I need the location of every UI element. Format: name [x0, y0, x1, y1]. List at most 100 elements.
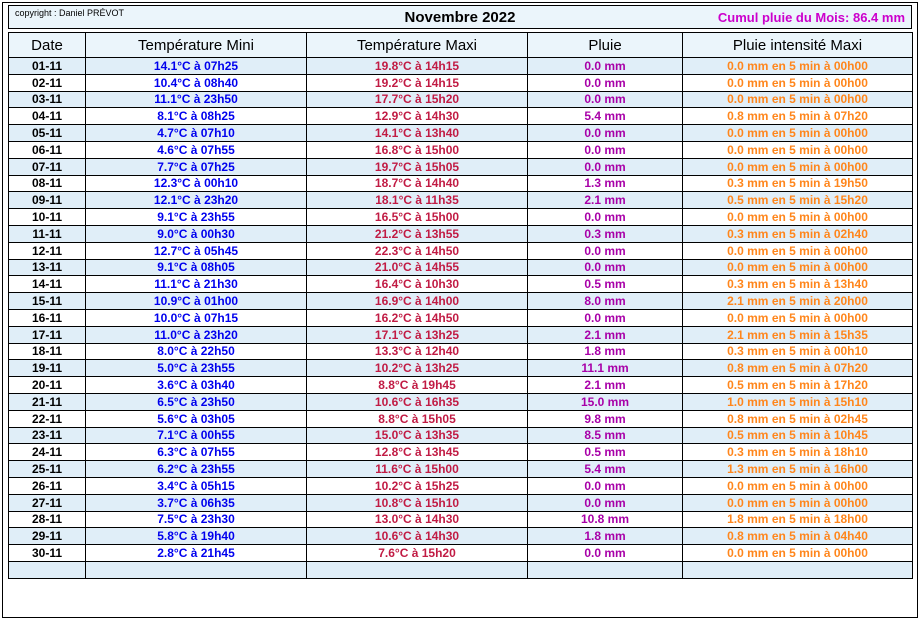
cell-temp-maxi: 16.4°C à 10h30 — [306, 275, 528, 294]
cell-temp-maxi: 19.8°C à 14h15 — [306, 57, 528, 75]
table-row: 28-11 7.5°C à 23h30 13.0°C à 14h30 10.8 mm 1… — [8, 510, 913, 529]
cell-date: 07-11 — [8, 157, 86, 176]
cell-temp-mini: 11.1°C à 21h30 — [85, 275, 307, 294]
cell-temp-mini: 6.2°C à 23h55 — [85, 460, 307, 478]
cell-temp-mini: 3.7°C à 06h35 — [85, 493, 307, 512]
cell-pluie: 1.8 mm — [527, 342, 683, 361]
cell-pluie: 0.0 mm — [527, 57, 683, 75]
cell-pluie: 0.0 mm — [527, 140, 683, 159]
header-row: Date Température Mini Température Maxi P… — [8, 32, 913, 58]
cell-pluie: 1.3 mm — [527, 174, 683, 193]
cell-date: 26-11 — [8, 476, 86, 495]
cell-temp-maxi: 10.6°C à 14h30 — [306, 527, 528, 546]
cell-temp-maxi: 8.8°C à 19h45 — [306, 376, 528, 394]
table-row: 19-11 5.0°C à 23h55 10.2°C à 13h25 11.1 mm 0… — [8, 359, 913, 378]
page-title: Novembre 2022 — [404, 8, 516, 26]
cell-temp-mini: 6.3°C à 07h55 — [85, 443, 307, 462]
cell-temp-maxi: 10.6°C à 16h35 — [306, 392, 528, 411]
cell-date: 16-11 — [8, 308, 86, 327]
cell-temp-mini: 12.3°C à 00h10 — [85, 174, 307, 193]
empty-cell — [527, 560, 683, 579]
cell-pluie: 5.4 mm — [527, 460, 683, 478]
cell-temp-mini: 12.1°C à 23h20 — [85, 191, 307, 210]
cell-pluie-intensite: 0.0 mm en 5 min à 00h00 — [682, 208, 913, 226]
cell-temp-maxi: 11.6°C à 15h00 — [306, 460, 528, 478]
cell-pluie: 0.0 mm — [527, 73, 683, 92]
cell-date: 30-11 — [8, 544, 86, 562]
cell-temp-maxi: 16.5°C à 15h00 — [306, 208, 528, 226]
cell-pluie-intensite: 0.8 mm en 5 min à 07h20 — [682, 359, 913, 378]
cell-date: 03-11 — [8, 90, 86, 109]
cell-pluie: 9.8 mm — [527, 409, 683, 428]
cell-pluie-intensite: 0.3 mm en 5 min à 02h40 — [682, 224, 913, 243]
cell-pluie: 5.4 mm — [527, 107, 683, 126]
cell-temp-maxi: 19.2°C à 14h15 — [306, 73, 528, 92]
table-row: 17-11 11.0°C à 23h20 17.1°C à 13h25 2.1 mm 2… — [8, 325, 913, 344]
cell-pluie: 0.0 mm — [527, 241, 683, 260]
cell-temp-maxi: 13.3°C à 12h40 — [306, 342, 528, 361]
cell-temp-mini: 12.7°C à 05h45 — [85, 241, 307, 260]
cell-pluie: 8.5 mm — [527, 426, 683, 445]
table-row: 27-11 3.7°C à 06h35 10.8°C à 15h10 0.0 mm 0.… — [8, 493, 913, 512]
table-row: 06-11 4.6°C à 07h55 16.8°C à 15h00 0.0 mm 0.… — [8, 140, 913, 159]
cell-temp-mini: 3.6°C à 03h40 — [85, 376, 307, 394]
cell-temp-mini: 5.8°C à 19h40 — [85, 527, 307, 546]
cell-pluie-intensite: 0.8 mm en 5 min à 07h20 — [682, 107, 913, 126]
table-row: 13-11 9.1°C à 08h05 21.0°C à 14h55 0.0 mm 0.… — [8, 258, 913, 277]
cell-temp-mini: 7.5°C à 23h30 — [85, 510, 307, 529]
table-row: 14-11 11.1°C à 21h30 16.4°C à 10h30 0.5 mm 0… — [8, 275, 913, 294]
table-row: 04-11 8.1°C à 08h25 12.9°C à 14h30 5.4 mm 0.… — [8, 107, 913, 126]
cell-temp-maxi: 14.1°C à 13h40 — [306, 124, 528, 142]
cell-date: 22-11 — [8, 409, 86, 428]
table-row: 23-11 7.1°C à 00h55 15.0°C à 13h35 8.5 mm 0.… — [8, 426, 913, 445]
column-header-pluie-intensite: Pluie intensité Maxi — [682, 32, 913, 58]
cell-pluie-intensite: 2.1 mm en 5 min à 20h00 — [682, 292, 913, 310]
cell-pluie-intensite: 0.5 mm en 5 min à 10h45 — [682, 426, 913, 445]
cell-date: 01-11 — [8, 57, 86, 75]
cell-temp-mini: 9.0°C à 00h30 — [85, 224, 307, 243]
report-content: copyright : Daniel PRÉVOT Novembre 2022 … — [8, 5, 913, 579]
cell-temp-mini: 4.7°C à 07h10 — [85, 124, 307, 142]
cell-temp-mini: 9.1°C à 23h55 — [85, 208, 307, 226]
cell-date: 10-11 — [8, 208, 86, 226]
cell-pluie: 0.0 mm — [527, 90, 683, 109]
column-header-pluie: Pluie — [527, 32, 683, 58]
cell-temp-mini: 7.1°C à 00h55 — [85, 426, 307, 445]
column-header-temp-maxi: Température Maxi — [306, 32, 528, 58]
cell-pluie: 0.0 mm — [527, 157, 683, 176]
cell-temp-maxi: 13.0°C à 14h30 — [306, 510, 528, 529]
table-row: 15-11 10.9°C à 01h00 16.9°C à 14h00 8.0 mm 2… — [8, 292, 913, 310]
cell-temp-maxi: 21.2°C à 13h55 — [306, 224, 528, 243]
cell-pluie-intensite: 0.0 mm en 5 min à 00h00 — [682, 544, 913, 562]
cell-pluie: 0.0 mm — [527, 308, 683, 327]
cell-pluie-intensite: 0.0 mm en 5 min à 00h00 — [682, 476, 913, 495]
cell-date: 24-11 — [8, 443, 86, 462]
cell-temp-mini: 6.5°C à 23h50 — [85, 392, 307, 411]
month-rain-total: Cumul pluie du Mois: 86.4 mm — [717, 9, 905, 25]
cell-pluie-intensite: 0.0 mm en 5 min à 00h00 — [682, 258, 913, 277]
cell-pluie-intensite: 0.0 mm en 5 min à 00h00 — [682, 90, 913, 109]
cell-pluie: 0.0 mm — [527, 124, 683, 142]
empty-cell — [306, 560, 528, 579]
table-row: 01-11 14.1°C à 07h25 19.8°C à 14h15 0.0 mm 0… — [8, 57, 913, 75]
cell-temp-maxi: 7.6°C à 15h20 — [306, 544, 528, 562]
table-row: 24-11 6.3°C à 07h55 12.8°C à 13h45 0.5 mm 0.… — [8, 443, 913, 462]
cell-pluie-intensite: 0.0 mm en 5 min à 00h00 — [682, 157, 913, 176]
cell-temp-maxi: 17.1°C à 13h25 — [306, 325, 528, 344]
cell-temp-mini: 4.6°C à 07h55 — [85, 140, 307, 159]
table-row: 11-11 9.0°C à 00h30 21.2°C à 13h55 0.3 mm 0.… — [8, 224, 913, 243]
cell-pluie-intensite: 0.5 mm en 5 min à 17h20 — [682, 376, 913, 394]
cell-date: 02-11 — [8, 73, 86, 92]
cell-temp-mini: 10.4°C à 08h40 — [85, 73, 307, 92]
copyright-text: copyright : Daniel PRÉVOT — [15, 8, 125, 18]
cell-date: 09-11 — [8, 191, 86, 210]
cell-pluie: 8.0 mm — [527, 292, 683, 310]
cell-date: 23-11 — [8, 426, 86, 445]
cell-temp-mini: 11.1°C à 23h50 — [85, 90, 307, 109]
table-row: 21-11 6.5°C à 23h50 10.6°C à 16h35 15.0 mm 1… — [8, 392, 913, 411]
cell-date: 06-11 — [8, 140, 86, 159]
empty-cell — [85, 560, 307, 579]
cell-temp-mini: 14.1°C à 07h25 — [85, 57, 307, 75]
table-row: 10-11 9.1°C à 23h55 16.5°C à 15h00 0.0 mm 0.… — [8, 208, 913, 226]
